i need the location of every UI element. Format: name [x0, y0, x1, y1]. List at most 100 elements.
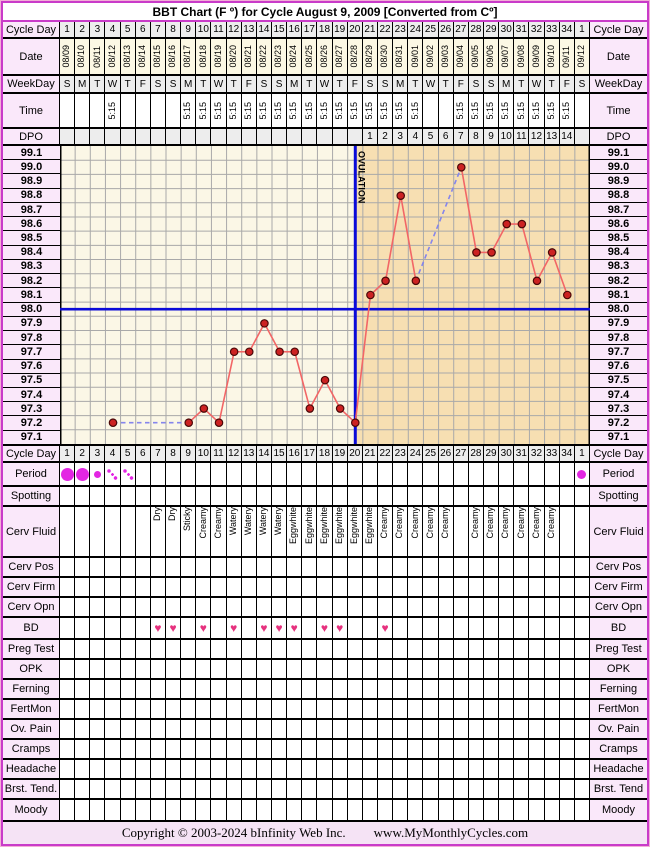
brst_tend-cell	[150, 780, 166, 798]
cycle-day-cell: 6	[135, 22, 151, 37]
cerv_firm-cell	[559, 578, 575, 596]
date-text: 09/10	[545, 45, 556, 68]
ferning-cell	[302, 680, 318, 698]
row-label-right: Cerv Firm	[590, 578, 647, 596]
cerv_opn-cell	[484, 598, 500, 616]
cerv-fluid-text: Watery	[258, 507, 269, 536]
cerv_pos-cell	[378, 558, 394, 576]
period-cell	[408, 463, 424, 485]
cerv_fluid-cell: Creamy	[393, 507, 409, 556]
cerv-fluid-text: Eggwhite	[364, 507, 375, 545]
temp-point	[214, 418, 224, 428]
time-text: 5:15	[288, 101, 299, 120]
headache-cell	[196, 760, 212, 778]
cerv_pos-cell	[544, 558, 560, 576]
time-cell: 5:15	[211, 94, 227, 127]
ov_pain-cell	[196, 720, 212, 738]
row-label-right: WeekDay	[590, 76, 647, 92]
cerv-fluid-text: Creamy	[409, 507, 420, 539]
time-text: 5:15	[470, 101, 481, 120]
spotting-cell	[347, 487, 363, 505]
time-cell: 5:15	[302, 94, 318, 127]
temp-point	[487, 248, 496, 257]
temp-line-segment	[399, 195, 417, 281]
row-label-right: Cerv Opn	[590, 598, 647, 616]
ferning-cell	[226, 680, 242, 698]
preg_test-cell	[60, 640, 76, 658]
temp-tick-label: 97.3	[590, 402, 647, 417]
opk-cell	[135, 660, 151, 678]
cycle-day-cell: 27	[453, 22, 469, 37]
spotting-cell	[468, 487, 484, 505]
ov_pain-row: Ov. Pain Ov. Pain	[3, 720, 647, 740]
headache-cell	[120, 760, 136, 778]
spotting-cell	[302, 487, 318, 505]
preg_test-cell	[332, 640, 348, 658]
preg_test-cell	[514, 640, 530, 658]
moody-cell	[135, 800, 151, 820]
row-label-right: BD	[590, 618, 647, 638]
ferning-cell	[120, 680, 136, 698]
brst_tend-cell	[226, 780, 242, 798]
date-cell: 08/30	[378, 39, 394, 74]
preg_test-cell	[256, 640, 272, 658]
date-cell: 08/09	[60, 39, 76, 74]
cerv_pos-cell	[287, 558, 303, 576]
cramps-cell	[529, 740, 545, 758]
temp-tick-label: 98.5	[3, 231, 60, 246]
bd-cell	[559, 618, 575, 638]
temp-line-segment	[263, 323, 281, 353]
weekday-cell: S	[272, 76, 288, 92]
brst_tend-cell	[453, 780, 469, 798]
ov_pain-cell	[408, 720, 424, 738]
period-cell	[393, 463, 409, 485]
weekday-cell: F	[241, 76, 257, 92]
fertmon-cell	[211, 700, 227, 718]
moody-cell	[226, 800, 242, 820]
preg_test-cell	[226, 640, 242, 658]
date-cell: 09/08	[514, 39, 530, 74]
preg_test-cell	[241, 640, 257, 658]
bd-heart-icon: ♥	[320, 621, 329, 635]
spotting-cell	[332, 487, 348, 505]
period-cell	[423, 463, 439, 485]
dpo-cell	[150, 129, 166, 144]
bd-cell: ♥	[332, 618, 348, 638]
ov_pain-cell	[120, 720, 136, 738]
date-text: 08/10	[76, 45, 87, 68]
dpo-cell	[60, 129, 76, 144]
headache-cell	[468, 760, 484, 778]
cerv_pos-cell	[393, 558, 409, 576]
headache-cell	[514, 760, 530, 778]
bd-row: BD ♥ ♥ ♥ ♥ ♥ ♥ ♥ ♥ ♥ ♥ BD	[3, 618, 647, 640]
row-label-left: Ferning	[3, 680, 60, 698]
bd-cell	[75, 618, 91, 638]
time-cell	[166, 94, 182, 127]
cerv_pos-cell	[272, 558, 288, 576]
cycle-day-cell: 14	[256, 446, 272, 461]
spotting-cell	[150, 487, 166, 505]
temp-tick-label: 97.9	[3, 316, 60, 332]
dpo-cell	[90, 129, 106, 144]
temp-tick-label: 97.1	[590, 430, 647, 444]
cerv-fluid-text: Creamy	[394, 507, 405, 539]
website-text: www.MyMonthlyCycles.com	[373, 825, 529, 840]
weekday-cell: T	[514, 76, 530, 92]
date-text: 08/14	[137, 45, 148, 68]
cycle-day-cell: 24	[408, 22, 424, 37]
opk-cell	[181, 660, 197, 678]
date-text: 09/12	[576, 45, 587, 68]
cerv_opn-cell	[514, 598, 530, 616]
cerv_fluid-cell: Dry	[166, 507, 182, 556]
date-cell: 08/10	[75, 39, 91, 74]
ferning-cell	[75, 680, 91, 698]
cerv_firm-cell	[393, 578, 409, 596]
cerv_pos-cell	[150, 558, 166, 576]
weekday-cell: S	[150, 76, 166, 92]
moody-cell	[302, 800, 318, 820]
ov_pain-cell	[211, 720, 227, 738]
cerv-fluid-text: Watery	[273, 507, 284, 536]
weekday-cell: T	[90, 76, 106, 92]
ferning-cell	[408, 680, 424, 698]
